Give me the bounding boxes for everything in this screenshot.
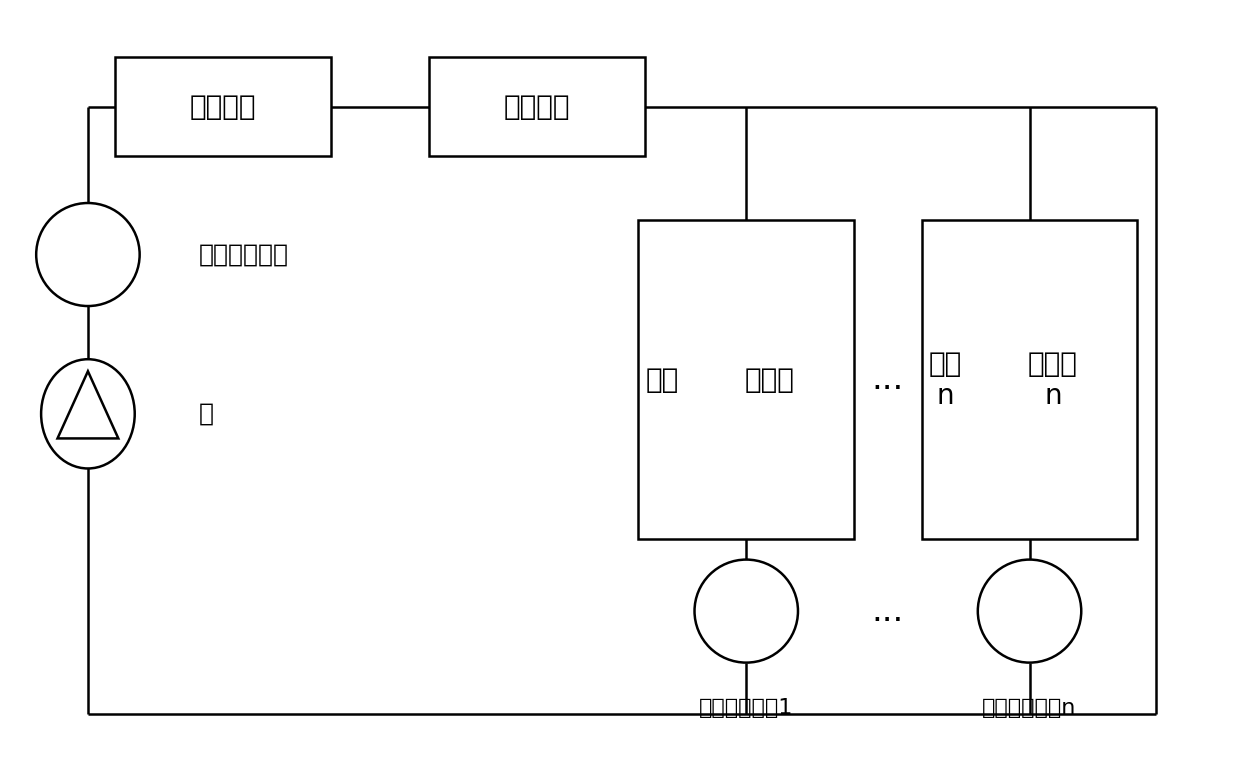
Text: 接触式流量计n: 接触式流量计n: [982, 698, 1076, 718]
Ellipse shape: [36, 203, 140, 306]
Bar: [115, 58, 331, 156]
Text: 水室: 水室: [645, 366, 678, 393]
Text: 加热部件: 加热部件: [503, 93, 570, 120]
Text: 泵: 泵: [198, 402, 213, 426]
Bar: [639, 220, 854, 539]
Text: 电池包
n: 电池包 n: [1028, 350, 1078, 410]
Polygon shape: [57, 371, 118, 439]
Text: ...: ...: [872, 594, 904, 627]
Text: 接触式流量计: 接触式流量计: [198, 242, 289, 266]
Ellipse shape: [694, 560, 799, 663]
Text: 水室
n: 水室 n: [929, 350, 962, 410]
Ellipse shape: [978, 560, 1081, 663]
Text: 接触式流量计1: 接触式流量计1: [699, 698, 794, 718]
Ellipse shape: [41, 359, 135, 469]
Text: ...: ...: [872, 364, 904, 397]
Text: 电池包: 电池包: [745, 366, 795, 393]
Bar: [429, 58, 645, 156]
Text: 制冷部件: 制冷部件: [190, 93, 255, 120]
Bar: [921, 220, 1137, 539]
